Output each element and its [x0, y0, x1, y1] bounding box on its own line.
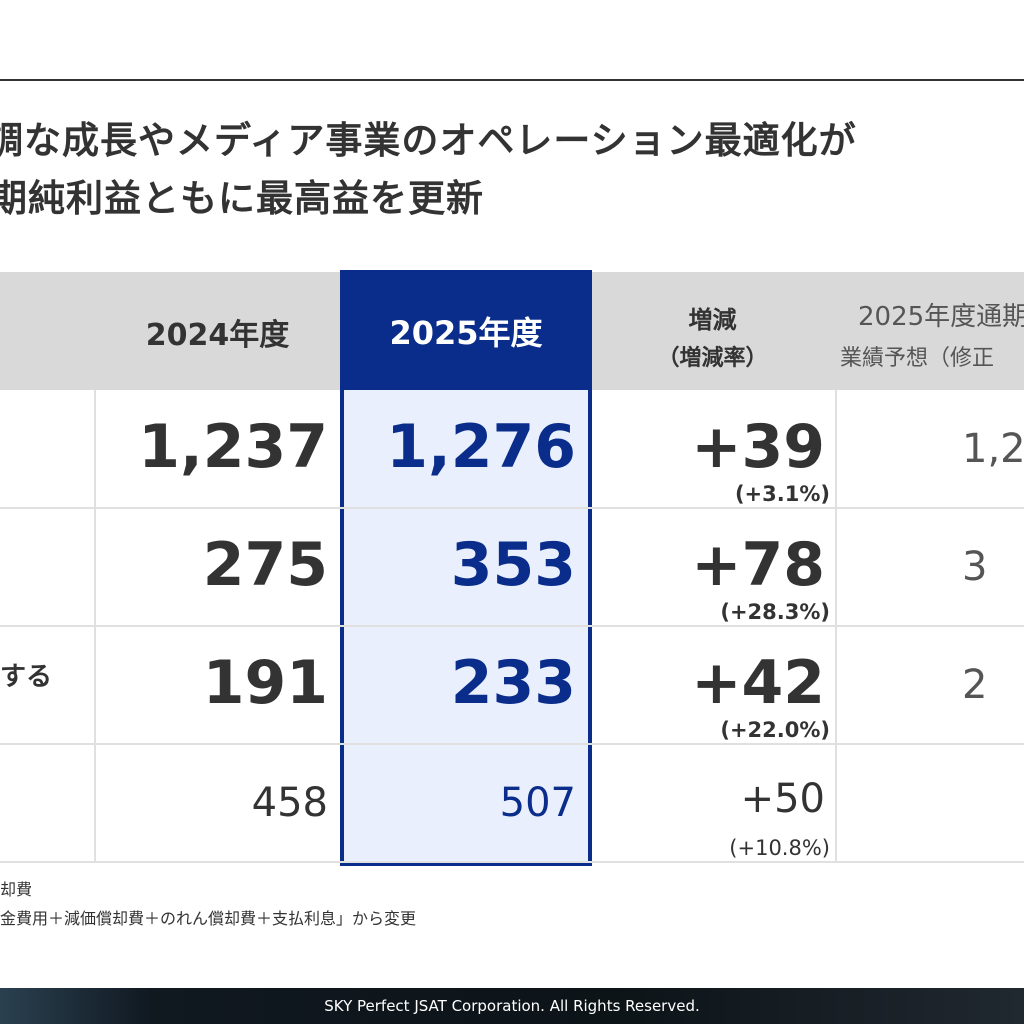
value-forecast: 3 [962, 544, 988, 590]
col-header: 2025年度 [389, 314, 543, 352]
value-rate: (+10.8%) [729, 836, 830, 860]
value-curr: 353 [450, 530, 576, 600]
value-diff: +50 [740, 776, 825, 822]
note: 却費 [0, 880, 33, 899]
col-header: 2024年度 [145, 318, 290, 353]
value-prev: 191 [202, 648, 328, 718]
highlight-header [340, 270, 592, 390]
value-rate: (+28.3%) [720, 600, 830, 624]
value-prev: 458 [251, 780, 328, 826]
value-rate: (+22.0%) [720, 718, 830, 742]
value-prev: 275 [202, 530, 328, 600]
row-divider [0, 743, 1024, 745]
title-line: 期純利益ともに最高益を更新 [0, 177, 484, 220]
value-curr: 1,276 [386, 412, 576, 482]
col-header: 業績予想（修正 [840, 346, 995, 371]
value-forecast: 1,2 [962, 426, 1024, 472]
value-curr: 233 [450, 648, 576, 718]
footer [0, 988, 1024, 1024]
col-header: （増減率） [657, 346, 768, 371]
row-label: する [0, 662, 53, 692]
value-prev: 1,237 [138, 412, 328, 482]
row-divider [0, 625, 1024, 627]
title-line: 調な成長やメディア事業のオペレーション最適化が [0, 119, 857, 162]
col-header: 増減 [688, 306, 737, 334]
value-diff: +39 [691, 412, 825, 482]
col-header: 2025年度通期 [858, 302, 1024, 332]
top-rule [0, 79, 1024, 81]
note: 金費用＋減価償却費＋のれん償却費＋支払利息」から変更 [0, 909, 417, 928]
value-curr: 507 [499, 780, 576, 826]
copyright: SKY Perfect JSAT Corporation. All Rights… [324, 997, 700, 1015]
value-diff: +42 [691, 648, 825, 718]
row-divider [0, 861, 1024, 863]
value-forecast: 2 [962, 662, 988, 708]
row-divider [0, 507, 1024, 509]
value-diff: +78 [691, 530, 825, 600]
value-rate: (+3.1%) [734, 482, 830, 506]
